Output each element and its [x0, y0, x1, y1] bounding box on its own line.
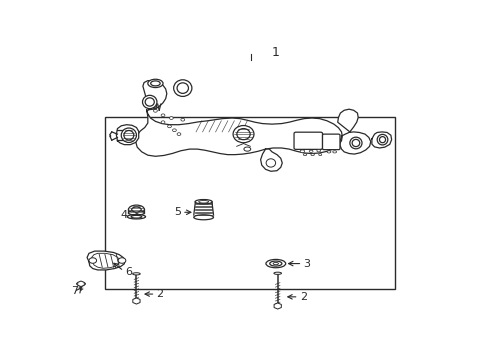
- Ellipse shape: [274, 272, 282, 274]
- Ellipse shape: [311, 154, 315, 156]
- Ellipse shape: [318, 154, 322, 156]
- Text: 1: 1: [272, 46, 280, 59]
- Ellipse shape: [151, 81, 160, 86]
- Ellipse shape: [199, 201, 209, 203]
- Ellipse shape: [317, 150, 320, 152]
- Polygon shape: [340, 132, 371, 154]
- Ellipse shape: [76, 282, 86, 285]
- Text: 6: 6: [125, 267, 132, 277]
- Polygon shape: [78, 281, 84, 287]
- Circle shape: [89, 258, 97, 263]
- Ellipse shape: [266, 260, 286, 268]
- Text: 2: 2: [156, 289, 163, 299]
- Ellipse shape: [309, 150, 313, 152]
- Ellipse shape: [237, 129, 250, 140]
- Circle shape: [168, 125, 172, 128]
- Text: 2: 2: [300, 292, 307, 302]
- Polygon shape: [87, 251, 125, 270]
- Ellipse shape: [121, 128, 136, 143]
- Ellipse shape: [333, 151, 337, 153]
- Polygon shape: [274, 303, 281, 309]
- Polygon shape: [143, 81, 167, 110]
- Ellipse shape: [327, 151, 331, 153]
- Circle shape: [177, 133, 181, 135]
- Text: 4: 4: [121, 210, 128, 220]
- Circle shape: [161, 121, 165, 123]
- Ellipse shape: [124, 131, 134, 140]
- Ellipse shape: [148, 79, 163, 87]
- Text: 7: 7: [71, 286, 78, 296]
- Polygon shape: [116, 125, 139, 145]
- Text: 5: 5: [174, 207, 181, 217]
- Ellipse shape: [300, 150, 305, 153]
- Polygon shape: [261, 149, 282, 171]
- Ellipse shape: [195, 199, 212, 204]
- FancyBboxPatch shape: [322, 134, 340, 150]
- Ellipse shape: [127, 215, 146, 219]
- Circle shape: [170, 117, 173, 120]
- Polygon shape: [133, 298, 140, 304]
- Ellipse shape: [132, 207, 141, 212]
- Bar: [105, 117, 395, 288]
- Polygon shape: [338, 109, 358, 132]
- Ellipse shape: [352, 139, 360, 147]
- Ellipse shape: [244, 147, 251, 151]
- Ellipse shape: [145, 98, 154, 106]
- Ellipse shape: [128, 211, 145, 215]
- Ellipse shape: [350, 137, 362, 149]
- Circle shape: [181, 118, 185, 121]
- Ellipse shape: [379, 136, 386, 143]
- Text: 3: 3: [303, 258, 311, 269]
- Ellipse shape: [270, 261, 282, 266]
- Ellipse shape: [131, 215, 142, 218]
- Ellipse shape: [303, 154, 307, 156]
- Circle shape: [153, 109, 157, 112]
- Ellipse shape: [266, 159, 275, 167]
- Ellipse shape: [177, 83, 189, 93]
- Ellipse shape: [143, 95, 157, 109]
- FancyBboxPatch shape: [294, 132, 322, 149]
- Polygon shape: [372, 132, 392, 148]
- Circle shape: [161, 114, 165, 117]
- Ellipse shape: [133, 273, 140, 275]
- Circle shape: [172, 129, 176, 132]
- Circle shape: [118, 258, 126, 263]
- Ellipse shape: [273, 262, 278, 265]
- Ellipse shape: [377, 134, 388, 145]
- Ellipse shape: [194, 215, 214, 220]
- Ellipse shape: [233, 126, 254, 143]
- Ellipse shape: [128, 205, 145, 214]
- Polygon shape: [136, 110, 342, 156]
- Ellipse shape: [173, 80, 192, 96]
